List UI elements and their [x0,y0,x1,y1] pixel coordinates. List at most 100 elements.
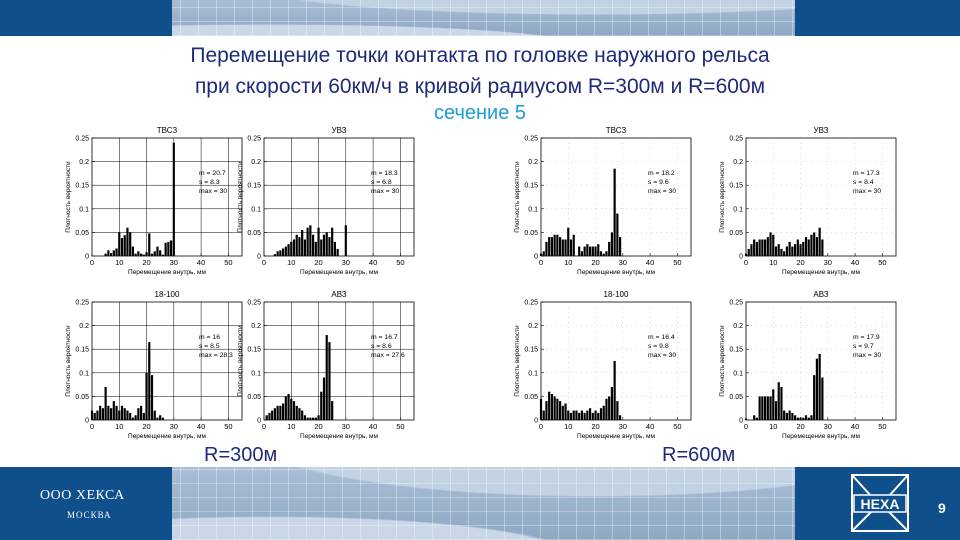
histogram-bar [107,250,110,256]
x-axis-label: Перемещение внутрь, мм [300,433,378,440]
histogram-bar [769,396,772,420]
stats-text: m = 18.2 [648,170,675,177]
histogram-bar [753,239,756,256]
histogram-bar [561,405,564,420]
y-tick-label: 0.1 [79,206,89,213]
histogram-bar [802,417,805,420]
stats-text: s = 9.6 [648,179,669,186]
histogram-bar [807,239,810,256]
x-tick-label: 40 [851,258,859,267]
histogram-bar [569,412,573,420]
plot-area [263,137,415,257]
histogram-bar [344,225,347,256]
histogram-bar [559,237,562,256]
histogram-bar [605,398,608,420]
stats-text: s = 8.3 [199,179,220,186]
y-axis-label: Плотность вероятности [719,161,726,233]
y-axis-label: Плотность вероятности [237,325,244,397]
x-tick-label: 10 [564,422,572,431]
x-tick-label: 20 [314,422,322,431]
company-name: ООО ХЕКСА [40,488,125,503]
histogram-bar [750,244,753,256]
y-axis-label: Плотность вероятности [514,161,521,233]
header-accent-left [0,0,172,36]
histogram-bar [314,241,317,256]
y-tick-label: 0.1 [251,370,261,377]
histogram-bar [156,417,159,420]
histogram-bar [118,232,121,256]
x-tick-label: 20 [314,258,322,267]
x-tick-label: 0 [90,258,94,267]
x-tick-label: 50 [673,258,681,267]
y-axis-label: Плотность вероятности [514,325,521,397]
chart-r300-avz: 0 10 20 30 40 50 0 0.05 0.1 0.15 0.2 0.25 АВЗ Перемещ… [237,290,415,440]
chart-r600-tvsz: 0 10 20 30 40 50 0 0.05 0.1 0.15 0.2 0.25 ТВСЗ Переме… [514,126,692,276]
histogram-bar [320,239,323,256]
histogram-bar [104,386,107,420]
histogram-bar [783,251,786,256]
histogram-bar [107,405,110,420]
x-tick-label: 30 [619,258,627,267]
histogram-bar [804,237,808,256]
y-tick-label: 0.25 [75,136,89,143]
stats-text: m = 17.9 [853,334,880,341]
y-tick-label: 0 [739,254,743,261]
histogram-bar [276,251,279,256]
x-tick-label: 30 [170,422,178,431]
histogram-bar [608,396,611,420]
slide-title-line1: Перемещение точки контакта по головке на… [190,44,770,67]
histogram-bar [556,398,559,420]
histogram-bar [148,342,151,420]
histogram-bar [616,401,619,420]
x-tick-label: 20 [142,422,150,431]
x-axis-label: Перемещение внутрь, мм [577,269,655,276]
histogram-bar [140,405,143,420]
x-tick-label: 50 [224,422,232,431]
histogram-bar [159,415,162,420]
histogram-bar [312,234,315,256]
histogram-bar [559,401,562,420]
chart-r600-avz: 0 10 20 30 40 50 0 0.05 0.1 0.15 0.2 0.25 АВЗ Перемещ… [719,290,897,440]
histogram-bar [791,412,794,420]
x-tick-label: 30 [824,258,832,267]
stats-text: m = 16.4 [648,334,675,341]
histogram-bar [548,391,551,420]
histogram-bar [774,246,778,256]
stats-text: m = 17.3 [853,170,880,177]
histogram-bar [159,250,162,256]
x-tick-label: 0 [539,258,543,267]
histogram-bar [131,417,134,420]
histogram-bar [821,377,824,420]
histogram-bar [569,239,573,256]
y-tick-label: 0.2 [251,323,261,330]
histogram-bar [791,246,794,256]
histogram-bar [328,342,331,420]
histogram-bar [112,250,115,256]
histogram-bar [591,246,594,256]
x-tick-label: 10 [564,258,572,267]
histogram-bar [758,239,761,256]
histogram-bar [309,417,312,420]
histogram-bar [90,410,94,420]
y-tick-label: 0.25 [524,136,538,143]
x-tick-label: 30 [342,422,350,431]
histogram-bar [610,386,613,420]
histogram-bar [115,405,118,420]
y-tick-label: 0.15 [75,347,89,354]
histogram-bar [292,401,296,420]
y-tick-label: 0.15 [729,347,743,354]
y-axis-label: Плотность вероятности [65,325,72,397]
y-tick-label: 0 [257,254,261,261]
y-tick-label: 0.05 [75,230,89,237]
y-tick-label: 0.15 [247,183,261,190]
x-tick-label: 10 [115,422,123,431]
histogram-bar [553,396,556,420]
histogram-bar [265,415,268,420]
histogram-bar [583,246,586,256]
histogram-bar [572,234,575,256]
histogram-bar [284,246,287,256]
histogram-bar [591,412,594,420]
y-axis-label: Плотность вероятности [65,161,72,233]
histogram-bar [292,239,296,256]
y-axis-label: Плотность вероятности [237,161,244,233]
